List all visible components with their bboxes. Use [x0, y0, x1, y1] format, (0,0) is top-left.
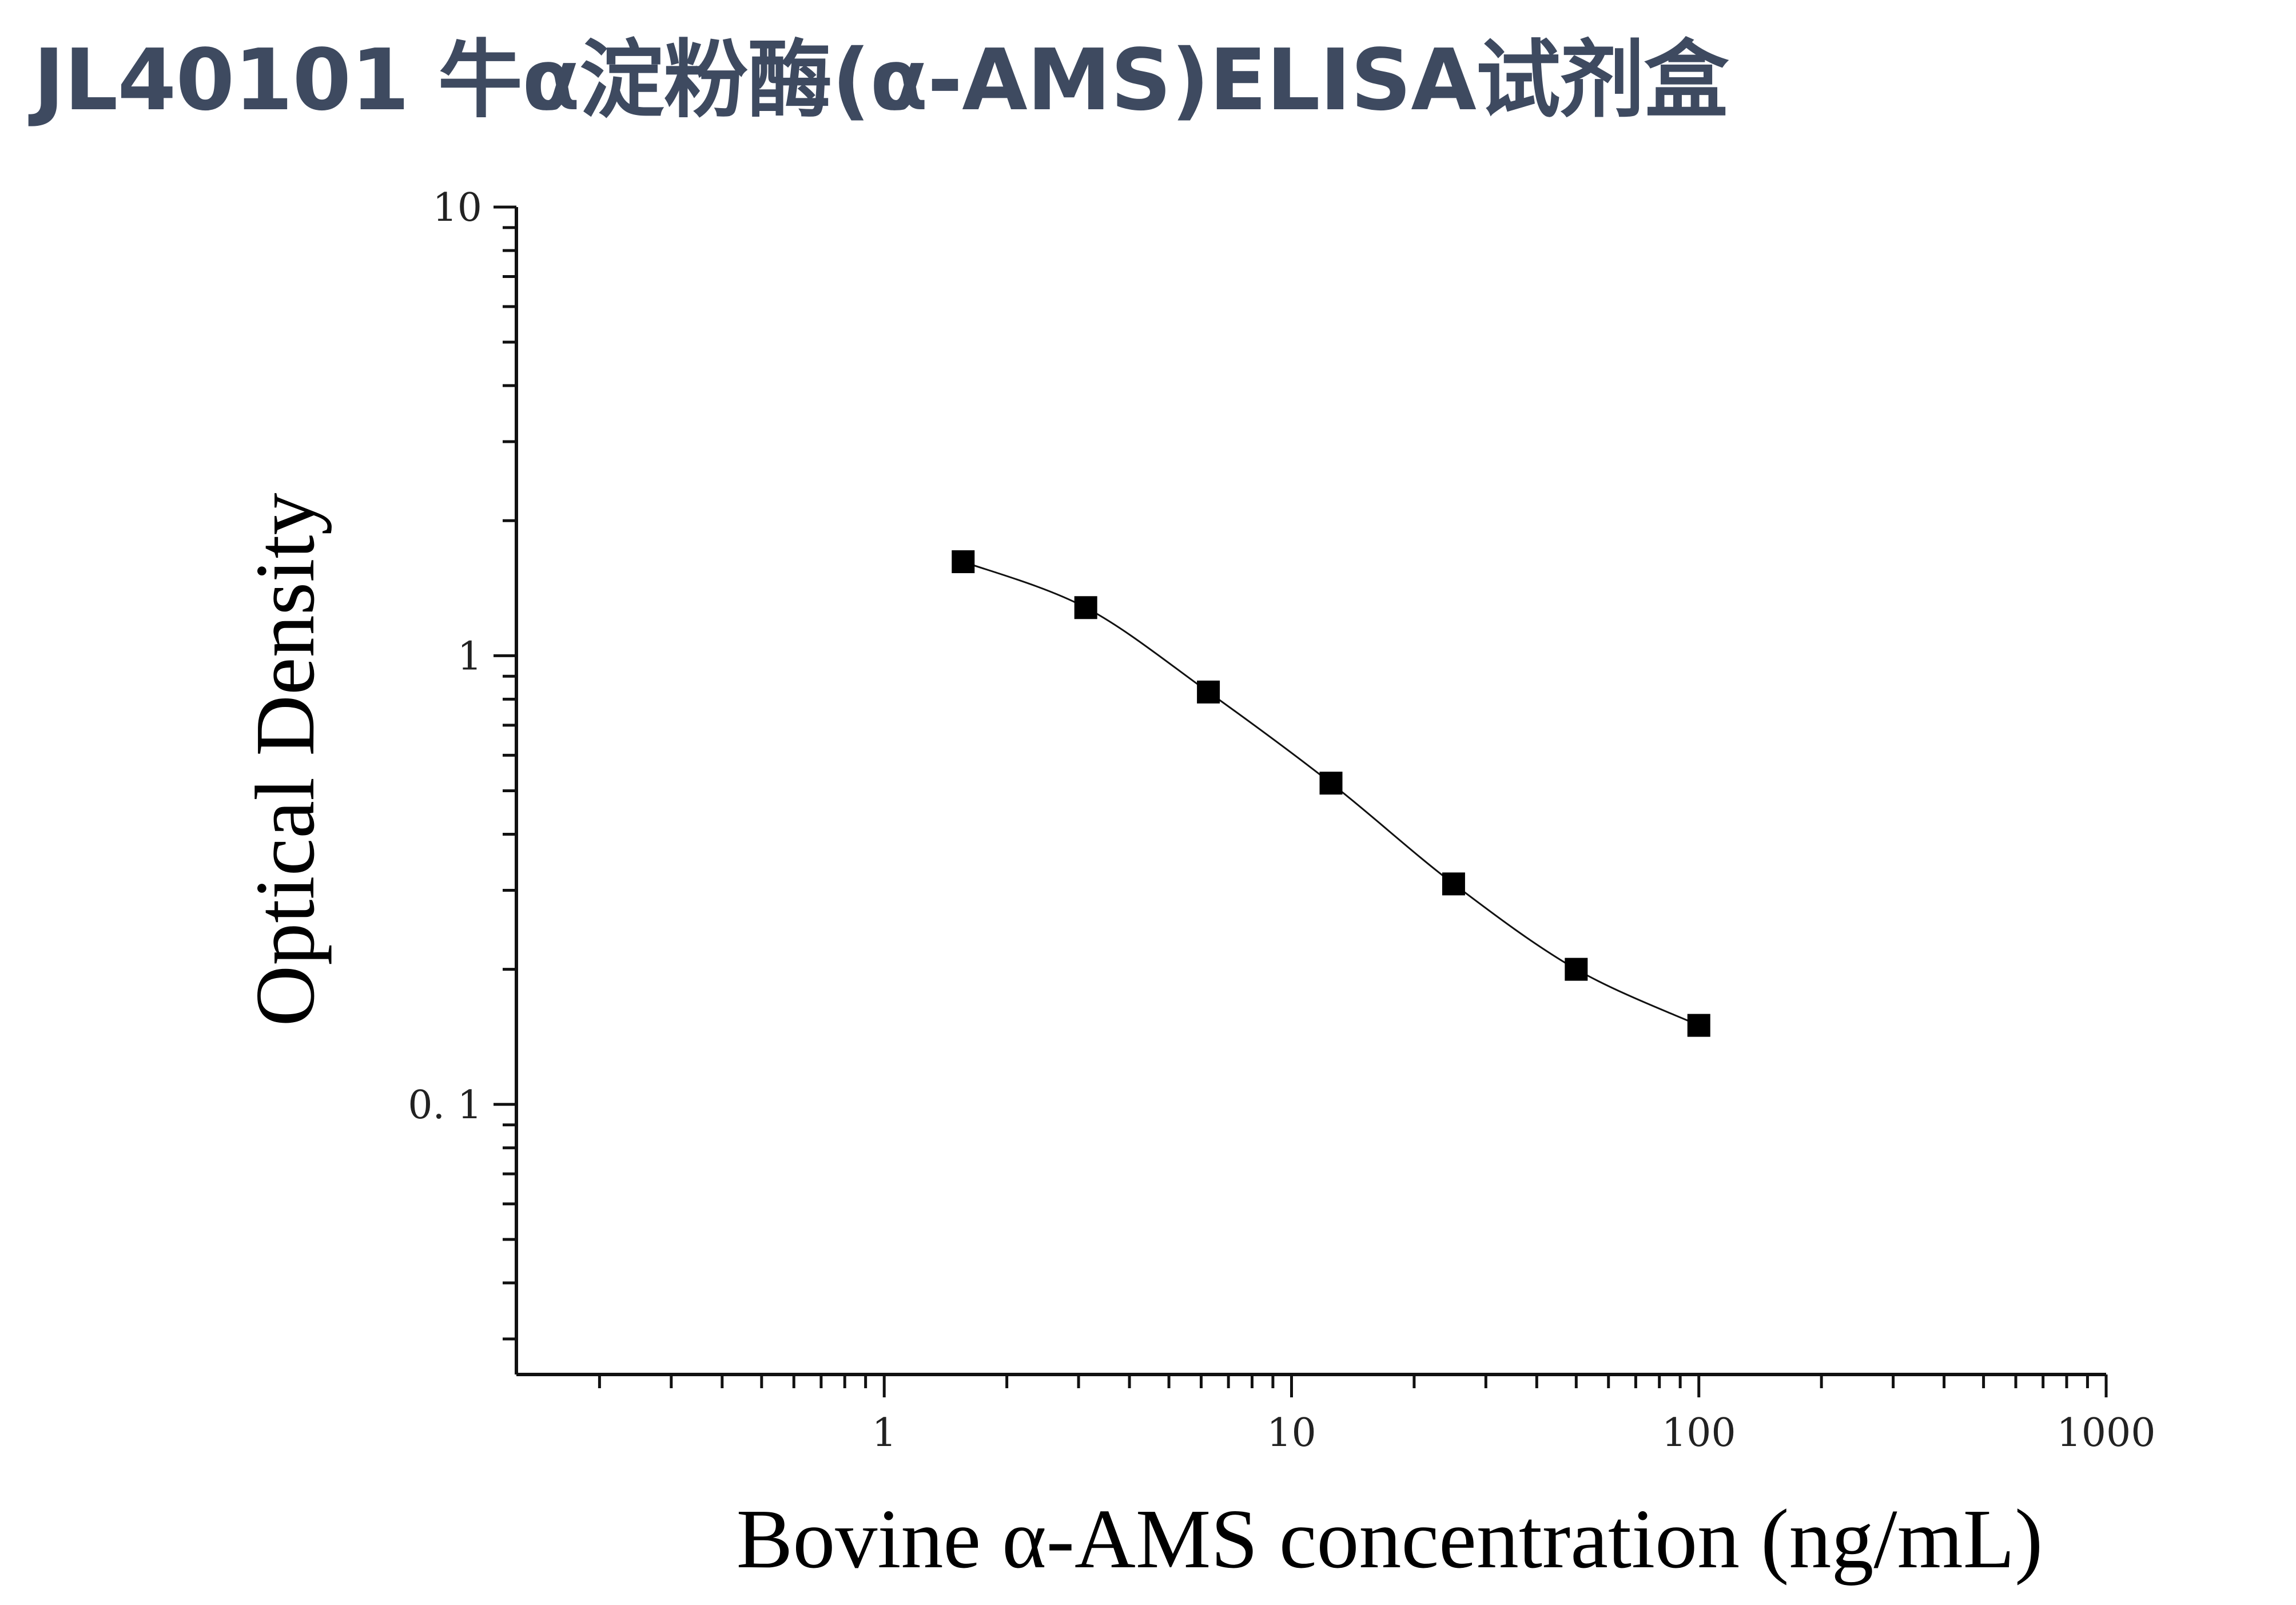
- data-point: [1074, 596, 1097, 619]
- y-tick-label: 0. 1: [408, 1083, 482, 1128]
- data-point: [1319, 772, 1343, 795]
- x-axis-label: Bovine α-AMS concentration (ng/mL): [737, 1492, 2043, 1586]
- data-point: [1687, 1014, 1710, 1037]
- x-tick-label: 1: [872, 1411, 897, 1456]
- x-tick-label: 100: [1662, 1411, 1736, 1456]
- data-points: [952, 550, 1710, 1037]
- y-tick-label: 1: [457, 634, 482, 679]
- x-tick-label: 1000: [2056, 1411, 2155, 1456]
- x-tick-label: 10: [1267, 1411, 1316, 1456]
- data-point: [1197, 680, 1220, 704]
- data-point: [1565, 958, 1588, 981]
- data-point: [952, 550, 975, 574]
- chart-ticks: 1 10 100 1000 0. 1 1 10: [408, 185, 2155, 1456]
- data-point: [1442, 872, 1465, 896]
- page-title: JL40101 牛α淀粉酶(α-AMS)ELISA试剂盒: [33, 31, 1729, 129]
- chart-axes: [515, 207, 2106, 1376]
- y-axis-label: Optical Density: [238, 492, 332, 1026]
- y-tick-label: 10: [432, 185, 482, 231]
